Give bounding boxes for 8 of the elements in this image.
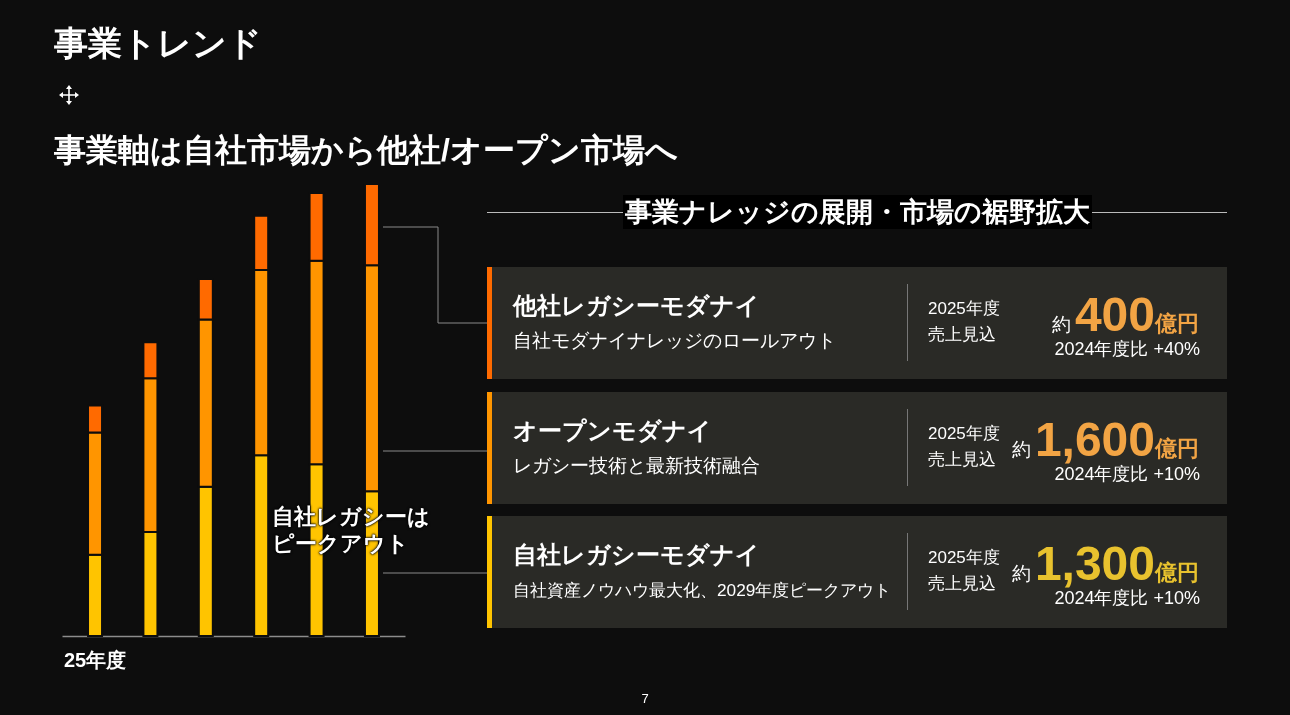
info-card: オープンモダナイ レガシー技術と最新技術融合 2025年度 売上見込 約 1,600億円 2024年度比 +10% bbox=[487, 391, 1227, 504]
text: 7 bbox=[641, 690, 649, 708]
chart-title: 事業トレンド bbox=[53, 24, 262, 62]
text: 事業ナレッジの展開・市場の裾野拡大 bbox=[622, 195, 1092, 229]
info-card: 自社レガシーモダナイ 自社資産ノウハウ最大化、2029年度ピークアウト 2025年度 売上見込 約 1,300億円 2024年度比 +10% bbox=[487, 516, 1227, 628]
info-card: 他社レガシーモダナイ 自社モダナイナレッジのロールアウト 2025年度 売上見込 約 400億円 2024年度比 +40% bbox=[487, 267, 1227, 379]
x-tick-label: 25年度 bbox=[63, 648, 127, 671]
chart-subtitle: 事業軸は自社市場から他社/オープン市場へ bbox=[53, 132, 678, 168]
